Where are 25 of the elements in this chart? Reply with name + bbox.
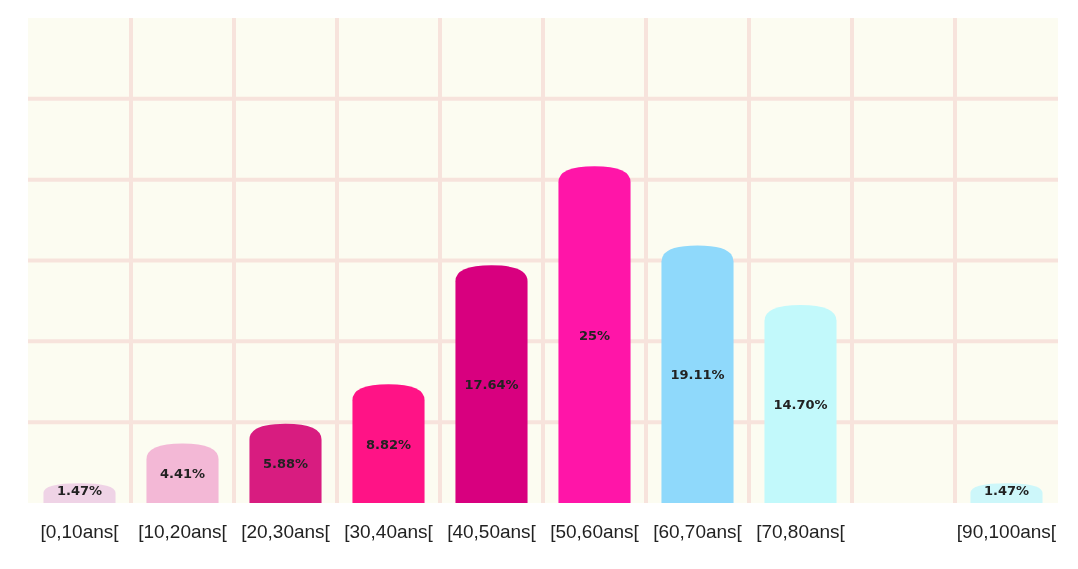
data-label: 1.47%	[983, 483, 1030, 498]
data-label: 1.47%	[56, 483, 103, 498]
data-label: 8.82%	[365, 436, 412, 452]
x-tick-label: [40,50ans[	[447, 521, 537, 542]
x-tick-label: [50,60ans[	[550, 521, 640, 542]
bar	[249, 423, 322, 503]
bar	[661, 245, 734, 503]
data-label: 14.70%	[773, 396, 828, 412]
bar	[455, 265, 528, 503]
x-tick-label: [10,20ans[	[138, 521, 228, 542]
bar	[558, 166, 631, 503]
bar	[764, 304, 837, 503]
data-label: 25%	[578, 327, 611, 343]
x-tick-label: [0,10ans[	[40, 521, 120, 542]
data-label: 4.41%	[159, 466, 206, 482]
data-label: 17.64%	[464, 377, 519, 393]
x-tick-label: [20,30ans[	[241, 521, 331, 542]
bar	[146, 443, 219, 503]
x-tick-label: [90,100ans[	[956, 521, 1057, 542]
data-label: 5.88%	[262, 456, 309, 472]
data-label: 19.11%	[670, 367, 725, 383]
bar	[352, 384, 425, 503]
x-tick-label: [30,40ans[	[344, 521, 434, 542]
x-tick-label: [60,70ans[	[653, 521, 743, 542]
x-tick-label: [70,80ans[	[756, 521, 846, 542]
